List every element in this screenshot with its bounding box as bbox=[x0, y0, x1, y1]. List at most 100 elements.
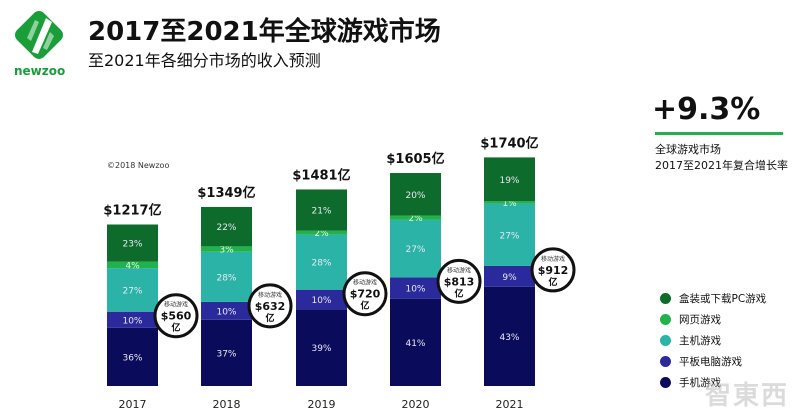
bar-segment bbox=[484, 265, 535, 287]
bar-segment bbox=[390, 277, 441, 299]
bar-segment bbox=[390, 219, 441, 278]
segment-label: 10% bbox=[216, 307, 236, 317]
legend-label: 主机游戏 bbox=[679, 335, 721, 347]
bar-segment bbox=[390, 298, 441, 386]
cagr-divider bbox=[655, 132, 783, 135]
x-tick-label: 2021 bbox=[496, 398, 524, 411]
bar-segment bbox=[201, 206, 252, 247]
segment-label: 4% bbox=[125, 261, 140, 271]
segment-label: 37% bbox=[216, 349, 236, 359]
bar-segment bbox=[390, 173, 441, 216]
bar-segment bbox=[296, 189, 347, 231]
mobile-callout-unit: 亿 bbox=[171, 322, 180, 334]
x-tick-label: 2020 bbox=[402, 398, 430, 411]
bar-segment bbox=[484, 157, 535, 202]
legend-label: 手机游戏 bbox=[679, 377, 721, 389]
mobile-callout-title: 移动游戏 bbox=[258, 291, 282, 299]
mobile-callout-value: $813 bbox=[444, 275, 475, 288]
mobile-callout-unit: 亿 bbox=[454, 287, 463, 299]
bar-segment bbox=[390, 215, 441, 220]
page-title: 2017至2021年全球游戏市场 bbox=[88, 17, 441, 47]
total-label: $1605亿 bbox=[386, 151, 444, 167]
watermark: 智東西 bbox=[705, 381, 790, 411]
bar-segment bbox=[107, 327, 158, 386]
cagr-label-2: 2017至2021年复合增长率 bbox=[655, 159, 788, 172]
legend-label: 盒装或下载PC游戏 bbox=[679, 293, 767, 305]
mobile-callout-title: 移动游戏 bbox=[164, 301, 188, 309]
mobile-callout-value: $632 bbox=[255, 300, 286, 313]
segment-label: 10% bbox=[122, 316, 142, 326]
segment-label: 28% bbox=[216, 273, 236, 283]
mobile-callout-title: 移动游戏 bbox=[447, 266, 471, 274]
total-label: $1349亿 bbox=[197, 185, 255, 201]
mobile-callout-title: 移动游戏 bbox=[541, 255, 565, 263]
bar-segment bbox=[484, 201, 535, 204]
bar-segment bbox=[296, 289, 347, 310]
legend-item: 盒装或下载PC游戏 bbox=[660, 291, 766, 306]
mobile-callout-unit: 亿 bbox=[265, 312, 274, 324]
segment-label: 9% bbox=[502, 273, 517, 283]
legend-item: 平板电脑游戏 bbox=[660, 354, 742, 369]
bar-segment bbox=[201, 251, 252, 302]
segment-label: 27% bbox=[499, 231, 519, 241]
bar-segment bbox=[201, 246, 252, 252]
legend-dot-icon bbox=[660, 335, 671, 346]
legend-item: 手机游戏 bbox=[660, 375, 721, 390]
segment-label: 3% bbox=[219, 246, 234, 256]
segment-label: 41% bbox=[405, 339, 425, 349]
segment-label: 2% bbox=[408, 214, 423, 224]
bar-segment bbox=[296, 234, 347, 290]
total-label: $1217亿 bbox=[103, 203, 161, 219]
legend-item: 主机游戏 bbox=[660, 333, 721, 348]
bar-segment bbox=[484, 286, 535, 386]
cagr-value: +9.3% bbox=[652, 92, 761, 127]
bar-segment bbox=[296, 230, 347, 235]
legend-dot-icon bbox=[660, 356, 671, 367]
legend-dot-icon bbox=[660, 377, 671, 388]
segment-label: 36% bbox=[122, 353, 142, 363]
mobile-callout-unit: 亿 bbox=[360, 300, 369, 312]
mobile-callout-value: $560 bbox=[161, 310, 192, 323]
bar-segment bbox=[107, 268, 158, 312]
mobile-callout-value: $720 bbox=[350, 288, 381, 301]
mobile-callout-unit: 亿 bbox=[548, 276, 557, 288]
legend-item: 网页游戏 bbox=[660, 312, 721, 327]
copyright: ©2018 Newzoo bbox=[107, 161, 170, 170]
bar-segment bbox=[107, 261, 158, 269]
bar-segment bbox=[107, 224, 158, 262]
segment-label: 23% bbox=[122, 240, 142, 250]
mobile-callout bbox=[436, 258, 482, 304]
segment-label: 22% bbox=[216, 223, 236, 233]
segment-label: 1% bbox=[502, 199, 517, 209]
total-label: $1740亿 bbox=[480, 135, 538, 151]
x-tick-label: 2018 bbox=[213, 398, 241, 411]
bar-segment bbox=[107, 311, 158, 328]
segment-label: 19% bbox=[499, 176, 519, 186]
mobile-callout bbox=[530, 247, 576, 293]
segment-label: 27% bbox=[122, 286, 142, 296]
mobile-callout bbox=[153, 293, 199, 339]
stacked-bar-chart: 36%10%27%4%23%$1217亿2017移动游戏$560亿37%10%2… bbox=[103, 135, 576, 411]
legend-label: 平板电脑游戏 bbox=[679, 356, 742, 368]
legend-dot-icon bbox=[660, 314, 671, 325]
bar-segment bbox=[484, 203, 535, 266]
segment-label: 43% bbox=[499, 333, 519, 343]
mobile-callout bbox=[247, 283, 293, 329]
bar-segment bbox=[201, 301, 252, 320]
segment-label: 28% bbox=[311, 259, 331, 269]
segment-label: 10% bbox=[405, 285, 425, 295]
cagr-label-1: 全球游戏市场 bbox=[655, 143, 721, 156]
segment-label: 20% bbox=[405, 191, 425, 201]
x-tick-label: 2019 bbox=[308, 398, 336, 411]
logo-text: newzoo bbox=[14, 64, 66, 78]
page-subtitle: 至2021年各细分市场的收入预测 bbox=[88, 51, 321, 70]
x-tick-label: 2017 bbox=[119, 398, 147, 411]
newzoo-logo-icon bbox=[15, 11, 63, 59]
bar-segment bbox=[296, 309, 347, 386]
mobile-callout-value: $912 bbox=[538, 264, 569, 277]
legend-dot-icon bbox=[660, 293, 671, 304]
segment-label: 2% bbox=[314, 229, 329, 239]
legend-label: 网页游戏 bbox=[679, 314, 721, 326]
total-label: $1481亿 bbox=[292, 167, 350, 183]
